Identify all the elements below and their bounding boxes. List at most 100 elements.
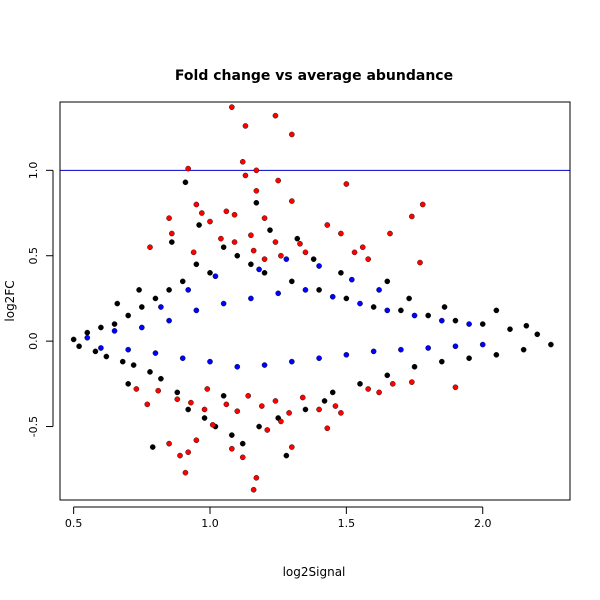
data-point (316, 355, 322, 362)
data-point (343, 295, 350, 302)
data-point (223, 208, 230, 215)
data-point (207, 358, 213, 365)
data-point (231, 211, 238, 218)
data-point (248, 295, 254, 302)
data-point (349, 276, 355, 283)
data-point (185, 449, 191, 455)
data-point (231, 239, 238, 245)
data-point (523, 322, 530, 329)
axes: 0.5 1.0 1.5 2.0 -0.5 0.0 0.5 1.0 (27, 162, 491, 530)
data-point (155, 387, 161, 394)
data-point (302, 406, 309, 413)
data-point (289, 444, 295, 450)
data-point (147, 369, 153, 375)
data-point (139, 324, 145, 331)
data-point (479, 321, 486, 327)
data-point (297, 240, 303, 247)
data-point (302, 249, 309, 256)
data-point (250, 486, 257, 493)
data-point (278, 252, 284, 259)
data-point (409, 379, 415, 385)
data-point (310, 256, 317, 262)
data-point (278, 418, 284, 425)
data-point (199, 210, 205, 216)
data-point (193, 201, 200, 208)
data-point (139, 304, 145, 310)
y-tick-label: 1.0 (27, 162, 40, 180)
data-point (253, 188, 260, 194)
data-point (92, 348, 99, 355)
data-point (272, 398, 279, 404)
data-point (389, 381, 396, 387)
data-point (207, 218, 213, 225)
data-point (125, 381, 131, 387)
data-point (239, 440, 246, 447)
data-point (343, 352, 350, 358)
data-point (207, 270, 213, 276)
data-point (76, 343, 82, 350)
data-point (185, 165, 191, 172)
data-point (201, 406, 208, 413)
data-point (548, 341, 554, 348)
series-0 (70, 179, 554, 459)
data-point (136, 287, 142, 293)
data-point (111, 321, 118, 327)
data-point (329, 293, 336, 300)
data-point (398, 346, 404, 353)
data-point (324, 222, 331, 228)
data-point (357, 300, 363, 307)
data-point (419, 201, 426, 208)
data-point (302, 287, 309, 293)
data-point (332, 403, 339, 409)
data-point (209, 422, 216, 428)
data-point (316, 287, 322, 293)
data-point (387, 230, 393, 237)
data-point (338, 230, 344, 237)
data-point (242, 123, 249, 129)
data-point (158, 304, 164, 310)
data-point (338, 270, 344, 276)
data-point (133, 386, 140, 392)
data-point (439, 317, 445, 324)
data-point (182, 469, 189, 476)
data-point (493, 352, 500, 358)
data-point (286, 410, 292, 416)
x-tick-label: 1.5 (338, 517, 356, 530)
data-point (411, 312, 418, 319)
data-point (193, 307, 200, 314)
data-point (196, 222, 202, 228)
data-point (289, 358, 295, 365)
data-point (190, 249, 197, 256)
series-1 (84, 256, 486, 370)
data-point (466, 321, 472, 327)
data-point (452, 343, 459, 350)
data-point (114, 300, 121, 307)
data-point (158, 375, 164, 382)
data-point (152, 295, 159, 302)
data-point (466, 355, 472, 362)
data-point (439, 358, 445, 365)
data-point (193, 261, 200, 268)
data-point (365, 256, 371, 262)
data-point (103, 353, 110, 360)
data-point (272, 112, 279, 119)
data-point (98, 324, 104, 331)
data-point (125, 312, 131, 319)
data-point (316, 263, 322, 269)
data-point (411, 363, 418, 370)
data-point (212, 273, 219, 280)
data-point (275, 177, 281, 184)
data-point (119, 358, 126, 365)
data-point (351, 249, 358, 256)
data-point (417, 259, 423, 266)
series-2 (133, 104, 459, 493)
data-point (234, 363, 241, 370)
data-point (229, 432, 235, 438)
data-point (272, 239, 279, 245)
data-point (239, 454, 246, 461)
data-point (324, 425, 331, 432)
data-point (289, 131, 295, 138)
plot-frame (59, 101, 571, 501)
y-axis-label: log2FC (3, 280, 17, 321)
data-point (253, 167, 260, 174)
